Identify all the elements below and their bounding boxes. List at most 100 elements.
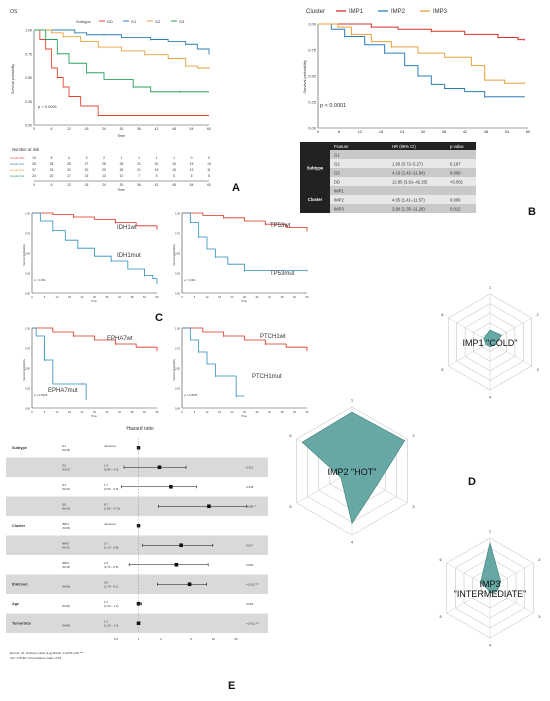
radar-axis-label: 4 [489, 643, 492, 648]
series-line-PTCH1mut [182, 327, 245, 397]
x-tick-label: 12 [67, 127, 71, 131]
legend-label: IMP2 [391, 9, 406, 15]
risk-value: 30 [85, 168, 89, 172]
radar-spoke [489, 587, 534, 614]
radar-axis-label: 4 [489, 395, 492, 400]
x-tick-label: 30 [421, 129, 426, 134]
risk-x-tick: 24 [102, 183, 106, 187]
forest-n: (N=99) [62, 624, 70, 628]
x-tick-label: 18 [68, 410, 71, 414]
risk-value: 15 [172, 168, 176, 172]
panel-label-e: E [228, 680, 236, 692]
risk-value: 20 [155, 162, 159, 166]
x-tick-label: 36 [106, 410, 109, 414]
x-tick-label: 42 [463, 129, 468, 134]
forest-hr-label: (1.00 – 1.0) [104, 624, 118, 628]
radar-axis-label: 6 [441, 312, 444, 317]
y-tick-label: 0.50 [25, 367, 31, 371]
x-tick-label: 36 [137, 127, 141, 131]
series-line-TP53mut [182, 212, 307, 271]
x-tick-label: 54 [190, 127, 194, 131]
risk-value: 0 [208, 156, 210, 160]
km-plot-subtype: OS Subtype DD G1 G2 G3 0.00 0.25 0.50 0.75 1.00 0 6 1… [10, 9, 211, 192]
y-tick-label: 0.00 [308, 126, 317, 131]
forest-variable: Cluster [12, 524, 26, 528]
table-cell: IMP2 [334, 197, 344, 202]
p-value: p < 0.0001 [320, 103, 346, 109]
x-tick-label: 6 [44, 410, 46, 414]
x-tick-label: 54 [143, 410, 146, 414]
radar-charts: 1 2 3 4 5 6 IMP1 "COLD" 1 2 3 4 5 6 IMP2 "HOT" 1 2 3 4 5 6 I… [289, 285, 541, 648]
series-line-IMP2 [318, 23, 525, 98]
x-tick-label: 0 [181, 295, 183, 299]
risk-x-tick: 6 [51, 183, 53, 187]
x-tick-label: 0 [317, 129, 320, 134]
table-row [330, 159, 476, 168]
series-label-mut: IDH1mut [117, 253, 141, 259]
x-tick-label: 6 [194, 295, 196, 299]
risk-value: 1 [156, 156, 158, 160]
forest-hr-label: 1.0 [104, 620, 108, 624]
y-tick-label: 0.25 [25, 100, 32, 104]
forest-n: (N=35) [62, 526, 70, 530]
risk-x-tick: 36 [137, 183, 141, 187]
radar-axis-label: 2 [538, 557, 541, 562]
series-label-wt: EPHA7wt [107, 336, 133, 342]
y-axis-label: Survival probability [22, 358, 26, 380]
x-tick-label: 24 [231, 295, 234, 299]
x-tick-label: 48 [281, 295, 284, 299]
table-cell: G3 [334, 170, 340, 175]
radar-label: IMP2 "HOT" [328, 467, 377, 477]
forest-footer: Events: 41; Global p-value (Log-Rank): 4… [10, 651, 84, 655]
series-label-mut: PTCH1mut [252, 374, 282, 380]
x-tick-label: 6 [44, 295, 46, 299]
forest-hr-label: (1.84 – 27.9) [104, 507, 120, 511]
y-tick-label: 0.50 [175, 367, 181, 371]
x-tick-label: 6 [51, 127, 53, 131]
x-tick-label: 30 [120, 127, 124, 131]
x-axis-label: Time [117, 134, 125, 138]
radar-axis-label: 3 [538, 614, 541, 619]
radar-spoke [448, 317, 491, 343]
forest-hr-label: 3.7 [104, 542, 108, 546]
x-tick-label: 42 [268, 295, 271, 299]
y-tick-label: 0.25 [175, 272, 181, 276]
forest-p-value: 0.062 [246, 563, 254, 567]
risk-value: 10 [32, 156, 36, 160]
forest-point [187, 582, 192, 587]
forest-level: G2 [62, 464, 66, 468]
table-cell: <0.001 [450, 179, 464, 184]
y-axis-label: Survival probability [172, 358, 176, 380]
x-tick-label: 18 [218, 410, 221, 414]
radar-axis-label: 1 [351, 398, 354, 403]
x-tick-label: 0 [31, 295, 33, 299]
forest-hr-label: 3.8 [104, 581, 108, 585]
forest-row-shade [6, 496, 268, 516]
series-line-G3 [34, 29, 209, 93]
forest-variable: TumorSize [12, 622, 31, 626]
x-tick-label: 24 [400, 129, 405, 134]
risk-value: 24 [32, 174, 36, 178]
group-label: Subtype [307, 166, 324, 171]
x-tick-label: 54 [293, 410, 296, 414]
x-axis-label: Time [241, 299, 247, 303]
panel-b: Cluster IMP1 IMP2 IMP3 0.00 0.25 0.50 0.75 1.00 0… [300, 2, 546, 220]
radar-axis-label: 3 [537, 367, 540, 372]
risk-value: 21 [137, 168, 141, 172]
y-tick-label: 0.00 [175, 407, 181, 411]
forest-x-tick: 10 [212, 637, 216, 641]
x-tick-label: 42 [155, 127, 159, 131]
table-cell: 12.85 (3.91–42.25) [392, 179, 428, 184]
risk-value: 5 [208, 174, 210, 178]
x-axis-label: Time [91, 414, 97, 418]
forest-level: IMP3 [62, 561, 69, 565]
forest-point [174, 562, 179, 567]
y-tick-label: 0.25 [25, 272, 31, 276]
x-tick-label: 36 [256, 295, 259, 299]
forest-p-value: 0.064 [246, 602, 254, 606]
legend-title: Subtype [76, 19, 91, 24]
forest-variable: IDH1mut [12, 583, 28, 587]
table-cell: G1 [334, 152, 340, 157]
risk-value: 26 [120, 168, 124, 172]
y-tick-label: 0.00 [25, 407, 31, 411]
